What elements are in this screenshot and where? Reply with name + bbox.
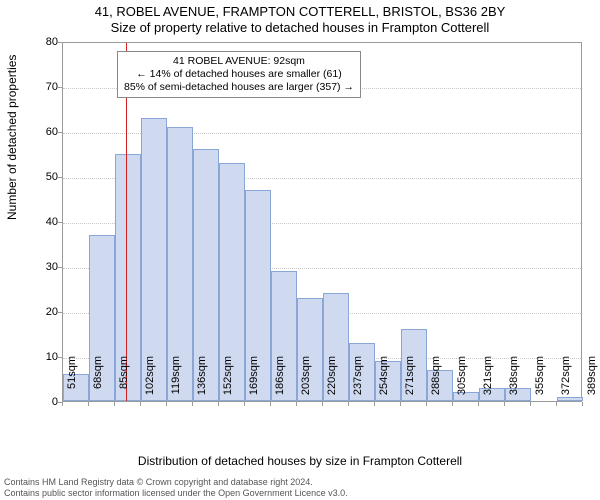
footer-line-2: Contains public sector information licen…	[4, 488, 348, 498]
x-tick-label: 389sqm	[586, 356, 598, 406]
x-tick-label: 68sqm	[92, 356, 104, 406]
x-tick-mark	[452, 402, 453, 406]
x-tick-mark	[270, 402, 271, 406]
x-tick-label: 203sqm	[300, 356, 312, 406]
x-tick-mark	[296, 402, 297, 406]
x-tick-mark	[114, 402, 115, 406]
y-tick-mark	[58, 87, 62, 88]
y-tick-mark	[58, 312, 62, 313]
x-tick-mark	[400, 402, 401, 406]
x-tick-mark	[322, 402, 323, 406]
x-tick-mark	[88, 402, 89, 406]
y-tick-label: 30	[28, 261, 58, 273]
y-tick-mark	[58, 267, 62, 268]
annotation-line: ← 14% of detached houses are smaller (61…	[124, 68, 354, 81]
x-tick-mark	[582, 402, 583, 406]
x-tick-mark	[218, 402, 219, 406]
x-axis-label: Distribution of detached houses by size …	[0, 454, 600, 468]
x-tick-label: 271sqm	[404, 356, 416, 406]
x-tick-label: 355sqm	[534, 356, 546, 406]
y-tick-mark	[58, 177, 62, 178]
x-tick-mark	[374, 402, 375, 406]
footer-line-1: Contains HM Land Registry data © Crown c…	[4, 477, 348, 487]
y-tick-label: 40	[28, 216, 58, 228]
title-line-1: 41, ROBEL AVENUE, FRAMPTON COTTERELL, BR…	[0, 4, 600, 19]
x-tick-label: 136sqm	[196, 356, 208, 406]
x-tick-mark	[348, 402, 349, 406]
x-tick-label: 152sqm	[222, 356, 234, 406]
x-tick-mark	[192, 402, 193, 406]
x-tick-label: 372sqm	[560, 356, 572, 406]
y-tick-mark	[58, 42, 62, 43]
x-tick-mark	[62, 402, 63, 406]
x-tick-label: 321sqm	[482, 356, 494, 406]
footer-attribution: Contains HM Land Registry data © Crown c…	[4, 477, 348, 498]
y-tick-label: 10	[28, 351, 58, 363]
annotation-line: 85% of semi-detached houses are larger (…	[124, 81, 354, 94]
y-tick-mark	[58, 222, 62, 223]
annotation-line: 41 ROBEL AVENUE: 92sqm	[124, 55, 354, 68]
x-tick-mark	[478, 402, 479, 406]
x-tick-label: 220sqm	[326, 356, 338, 406]
y-tick-label: 70	[28, 81, 58, 93]
x-tick-label: 102sqm	[144, 356, 156, 406]
x-tick-mark	[504, 402, 505, 406]
x-tick-mark	[166, 402, 167, 406]
x-tick-label: 254sqm	[378, 356, 390, 406]
x-tick-mark	[140, 402, 141, 406]
chart-title-block: 41, ROBEL AVENUE, FRAMPTON COTTERELL, BR…	[0, 0, 600, 35]
x-tick-mark	[244, 402, 245, 406]
x-tick-label: 305sqm	[456, 356, 468, 406]
x-tick-label: 119sqm	[170, 356, 182, 406]
x-tick-label: 85sqm	[118, 356, 130, 406]
y-tick-label: 20	[28, 306, 58, 318]
x-tick-label: 169sqm	[248, 356, 260, 406]
x-tick-label: 288sqm	[430, 356, 442, 406]
x-tick-label: 51sqm	[66, 356, 78, 406]
y-tick-mark	[58, 357, 62, 358]
y-tick-label: 50	[28, 171, 58, 183]
x-tick-label: 338sqm	[508, 356, 520, 406]
y-tick-label: 60	[28, 126, 58, 138]
x-tick-mark	[530, 402, 531, 406]
x-tick-label: 186sqm	[274, 356, 286, 406]
x-tick-mark	[556, 402, 557, 406]
chart-plot-area: 41 ROBEL AVENUE: 92sqm← 14% of detached …	[62, 42, 582, 402]
y-tick-label: 0	[28, 396, 58, 408]
y-axis-label: Number of detached properties	[5, 55, 19, 220]
x-tick-mark	[426, 402, 427, 406]
y-tick-mark	[58, 132, 62, 133]
title-line-2: Size of property relative to detached ho…	[0, 20, 600, 35]
y-tick-label: 80	[28, 36, 58, 48]
x-tick-label: 237sqm	[352, 356, 364, 406]
annotation-box: 41 ROBEL AVENUE: 92sqm← 14% of detached …	[117, 51, 361, 98]
